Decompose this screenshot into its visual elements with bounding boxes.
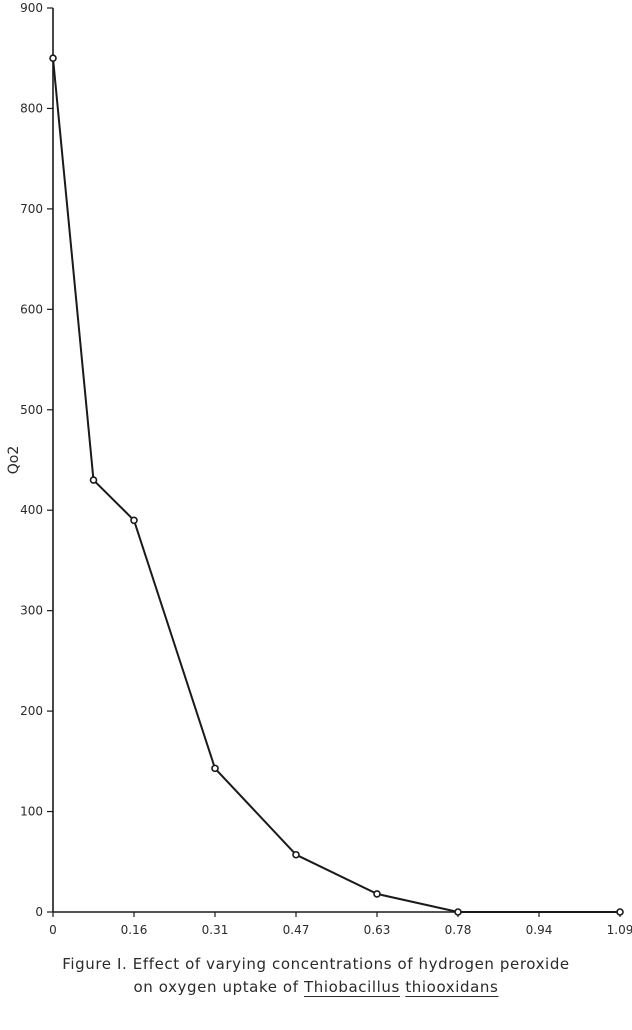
y-tick-label: 400 (20, 503, 43, 517)
x-tick-label: 0.94 (526, 923, 553, 937)
y-tick-label: 0 (35, 905, 43, 919)
y-tick-label: 200 (20, 704, 43, 718)
y-tick-label: 700 (20, 202, 43, 216)
x-tick-label: 0.78 (445, 923, 472, 937)
y-tick-label: 900 (20, 1, 43, 15)
data-point (211, 764, 219, 773)
x-tick-label: 0.47 (283, 923, 310, 937)
y-axis-ticks: 0 100 200 300 400 500 600 700 800 900 (20, 1, 53, 919)
caption-species: thiooxidans (405, 978, 499, 996)
y-tick-label: 100 (20, 805, 43, 819)
y-tick-label: 500 (20, 403, 43, 417)
x-axis-ticks: 0 0.16 0.31 0.47 0.63 0.78 0.94 1.09 (49, 912, 632, 937)
data-point (616, 908, 624, 916)
caption-prefix: on oxygen uptake of (133, 978, 299, 996)
data-point (292, 850, 300, 859)
y-tick-label: 600 (20, 302, 43, 316)
x-tick-label: 0.16 (121, 923, 148, 937)
data-point (130, 516, 138, 525)
figure-caption-line-1: Figure I. Effect of varying concentratio… (62, 955, 570, 973)
data-point (373, 890, 381, 898)
x-tick-label: 1.09 (607, 923, 632, 937)
x-tick-label: 0.31 (202, 923, 229, 937)
figure-caption-line-2: on oxygen uptake of Thiobacillus thiooxi… (0, 978, 632, 996)
series-line (52, 58, 620, 913)
y-tick-label: 800 (20, 101, 43, 115)
data-point (89, 476, 98, 484)
y-tick-label: 300 (20, 604, 43, 618)
data-point (49, 54, 57, 63)
axes (52, 8, 620, 913)
y-axis-title: Qo2 (6, 446, 22, 475)
data-point (454, 908, 462, 916)
caption-genus: Thiobacillus (303, 978, 400, 996)
x-tick-label: 0.63 (364, 923, 391, 937)
series-group (49, 54, 624, 916)
x-tick-label: 0 (49, 923, 57, 937)
chart: 0 100 200 300 400 500 600 700 800 900 0 0.16 0.31 0.… (6, 1, 632, 937)
